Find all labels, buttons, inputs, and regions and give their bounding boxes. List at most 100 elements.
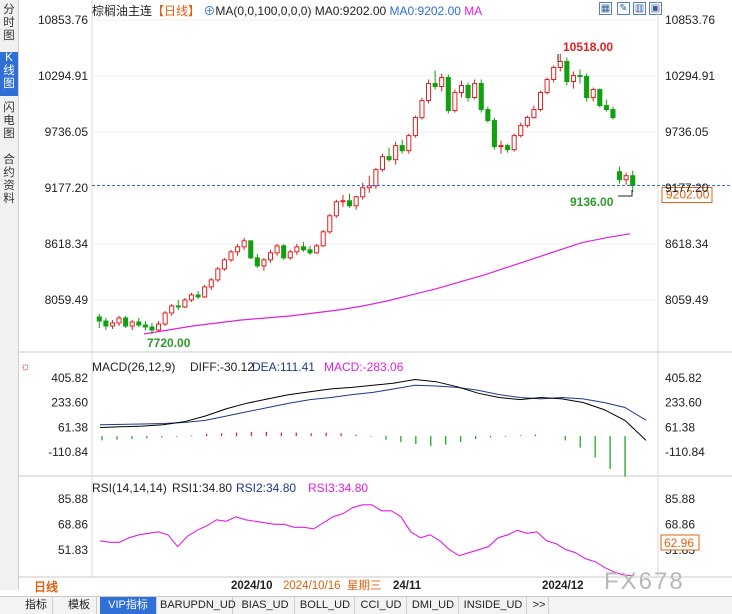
candle-body: [267, 252, 274, 261]
time-label-weekday: 星期三: [347, 579, 382, 592]
more-tabs-label: >>: [532, 599, 546, 611]
candle-body: [373, 169, 379, 187]
low-annotation: 7720.00: [147, 336, 191, 350]
candle-body: [96, 316, 102, 322]
macd-tick-right: 61.38: [665, 420, 695, 434]
more-tabs-button[interactable]: >>: [530, 597, 549, 614]
grid-icon[interactable]: ▦: [599, 2, 612, 15]
candle-body: [248, 240, 254, 259]
ma100-line: [143, 233, 631, 335]
current-price-box: [661, 187, 713, 204]
ma0-value: MA0:9202.00: [314, 4, 387, 18]
tab-inside-label: INSIDE_UD: [463, 599, 523, 611]
candle-body: [340, 200, 346, 203]
candle-body: [208, 279, 214, 288]
candle-body: [346, 200, 353, 207]
candle-body: [386, 156, 392, 161]
candle-body: [162, 312, 168, 325]
candle-body: [254, 257, 260, 267]
time-label-oct: 2024/10: [231, 580, 273, 592]
macd-tick-left: -110.84: [48, 445, 88, 459]
candle-body: [544, 78, 550, 94]
candle-body: [584, 75, 590, 99]
candle-body: [129, 321, 135, 327]
tab-flash-chart[interactable]: 闪电图: [0, 102, 18, 146]
tab-boll[interactable]: BOLL_UD: [296, 597, 355, 614]
tab-bias[interactable]: BIAS_UD: [236, 597, 295, 614]
ma-params[interactable]: MA(0,0,100,0,0,0): [215, 4, 312, 18]
candle-body: [235, 246, 241, 253]
tab-timeshare[interactable]: 分时图: [0, 4, 18, 46]
candle-body: [524, 117, 530, 127]
price-tick-left: 10294.91: [38, 69, 88, 83]
side-tabs: 分时图 K线图 闪电图 合约资料: [0, 0, 19, 590]
period-label: 日线: [34, 579, 58, 594]
candle-body: [136, 321, 142, 326]
rsi-tick-left: 85.88: [58, 492, 88, 506]
candle-body: [531, 109, 537, 119]
candle-body: [228, 251, 234, 261]
candle-body: [109, 322, 116, 327]
candle-body: [630, 175, 636, 187]
tab-bias-label: BIAS_UD: [241, 599, 289, 611]
tab-vip-indicator[interactable]: VIP指标: [100, 597, 157, 614]
tab-dmi[interactable]: DMI_UD: [408, 597, 459, 614]
candle-body: [241, 240, 247, 248]
price-tick-right: 9736.05: [665, 125, 709, 139]
candle-body: [485, 109, 491, 122]
candle-body: [518, 125, 524, 137]
price-tick-left: 8059.49: [45, 293, 89, 307]
candle-body: [491, 120, 497, 148]
candle-body: [557, 60, 563, 68]
macd-diff: DIFF:-30.12: [190, 360, 254, 374]
candle-body: [478, 83, 484, 111]
add-indicator-icon[interactable]: ⊕: [203, 4, 216, 18]
candle-body: [327, 215, 333, 233]
rsi1-value: RSI1:34.80: [172, 481, 232, 495]
candle-body: [149, 326, 155, 331]
tab-barupdn[interactable]: BARUPDN_UD: [160, 597, 236, 614]
candle-body: [458, 85, 465, 94]
candle-body: [333, 201, 339, 217]
candle-body: [314, 245, 320, 254]
tab-template-label: 模板: [68, 599, 90, 611]
candle-body: [175, 305, 181, 308]
tab-cci-label: CCI_UD: [360, 599, 402, 611]
chart-type-icon[interactable]: ▥: [633, 2, 646, 15]
candle-body: [103, 320, 109, 327]
kline-chart[interactable]: 9202.00 405.82 405.82 233.60 233.60 61.38 61.…: [18, 0, 732, 596]
candle-body: [379, 156, 386, 171]
tab-flash-label: 闪电图: [3, 102, 15, 140]
candle-body: [577, 74, 583, 77]
candle-body: [353, 196, 359, 207]
tab-kline[interactable]: K线图: [0, 52, 18, 96]
candle-body: [439, 76, 445, 88]
tab-dmi-label: DMI_UD: [411, 599, 455, 611]
macd-dea: DEA:111.41: [252, 360, 315, 374]
candle-body: [465, 85, 471, 99]
time-label-highlight: 2024/10/16: [283, 580, 341, 592]
candle-body: [202, 286, 208, 298]
tab-inside[interactable]: INSIDE_UD: [460, 597, 527, 614]
tab-timeshare-label: 分时图: [3, 4, 15, 42]
time-label-dec: 2024/12: [542, 580, 584, 592]
tab-cci[interactable]: CCI_UD: [356, 597, 407, 614]
tab-indicator[interactable]: 指标: [20, 597, 53, 614]
draw-tool-icon[interactable]: ✎: [617, 2, 630, 15]
price-tick-left: 9177.20: [45, 181, 89, 195]
candle-body: [195, 294, 201, 298]
candle-body: [393, 145, 399, 161]
tab-vip-label: VIP指标: [108, 599, 148, 611]
rsi-tick-right: 68.86: [665, 518, 695, 532]
tab-template[interactable]: 模板: [62, 597, 97, 614]
window-icon[interactable]: ▣: [649, 2, 662, 15]
tab-contract-info[interactable]: 合约资料: [0, 154, 18, 212]
macd-header: MACD(26,12,9): [92, 360, 175, 374]
tab-indicator-label: 指标: [25, 599, 47, 611]
rsi-tick-left: 68.86: [58, 518, 88, 532]
indicator-tab-bar: 指标 模板 VIP指标 BARUPDN_UD BIAS_UD BOLL_UD C…: [0, 596, 732, 614]
rsi-line: [99, 504, 635, 577]
period-selector[interactable]: 【日线】: [152, 4, 201, 18]
candle-body: [156, 323, 162, 331]
candle-body: [472, 83, 478, 99]
